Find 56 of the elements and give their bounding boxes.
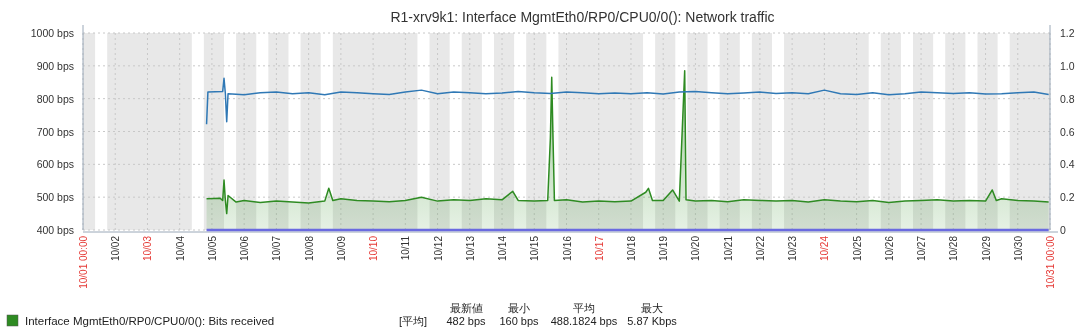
y2-tick-label: 0 [1060,224,1066,236]
y2-tick-label: 0.2 [1060,191,1075,204]
text: 最新値 [449,302,483,314]
x-tick-label: 10/25 [851,235,863,262]
y-tick-label: 600 bps [36,158,74,171]
x-tick-label: 10/14 [497,235,509,262]
text: 最小 [508,302,530,314]
x-tick-label: 10/30 [1012,235,1024,262]
x-tick-label: 10/11 [400,235,412,261]
y2-tick-label: 1.0 [1060,59,1075,72]
x-tick-label: 10/01 00:00 [78,235,89,289]
y-tick-label: 1000 bps [30,27,74,39]
y-tick-label: 400 bps [36,224,74,236]
x-tick-label: 10/18 [625,235,637,262]
x-tick-label: 10/06 [239,235,251,262]
text: 平均 [573,302,595,314]
x-tick-label: 10/05 [206,235,218,262]
x-tick-label: 10/10 [368,235,380,262]
y2-tick-label: 0.6 [1060,125,1075,138]
legend-label: Interface MgmtEth0/RP0/CPU0/0(): Bits received [25,315,275,327]
chart-title: R1-xrv9k1: Interface MgmtEth0/RP0/CPU0/0(): Network traffic [390,9,775,25]
y2-tick-label: 0.8 [1060,92,1075,105]
x-tick-label: 10/02 [110,235,122,262]
x-tick-label: 10/27 [916,235,928,262]
x-tick-label: 10/04 [174,235,186,262]
text: 5.87 Kbps [627,315,678,327]
x-tick-label: 10/17 [593,235,605,262]
y2-tick-label: 1.2 [1060,27,1075,39]
y2-tick-label: 0.4 [1060,158,1075,171]
text: 160 bps [499,315,540,327]
x-tick-label: 10/12 [432,235,444,262]
x-tick-label: 10/23 [787,235,799,262]
y-tick-label: 500 bps [36,191,74,204]
x-tick-label: 10/03 [142,235,154,262]
y-tick-label: 900 bps [36,59,74,72]
x-tick-label: 10/21 [722,235,734,262]
x-tick-label: 10/15 [529,235,541,262]
x-tick-label: 10/16 [561,235,573,262]
x-tick-label: 10/29 [980,235,992,262]
x-tick-label: 10/07 [271,235,283,262]
x-tick-label: 10/08 [303,235,315,262]
x-tick-label: 10/19 [658,235,670,262]
y-tick-label: 800 bps [36,92,74,105]
x-tick-label: 10/26 [883,235,895,262]
x-tick-label: 10/24 [819,235,831,262]
x-tick-label: 10/20 [690,235,702,262]
x-tick-label: 10/09 [335,235,347,262]
x-tick-label: 10/22 [754,235,766,262]
x-tick-label: 10/31 00:00 [1045,235,1056,289]
text: 488.1824 bps [550,315,618,327]
text: 482 bps [446,315,487,327]
text: [平均] [398,315,428,327]
x-tick-label: 10/13 [464,235,476,262]
x-tick-label: 10/28 [948,235,960,262]
text: 最大 [641,302,663,314]
y-tick-label: 700 bps [36,125,74,138]
